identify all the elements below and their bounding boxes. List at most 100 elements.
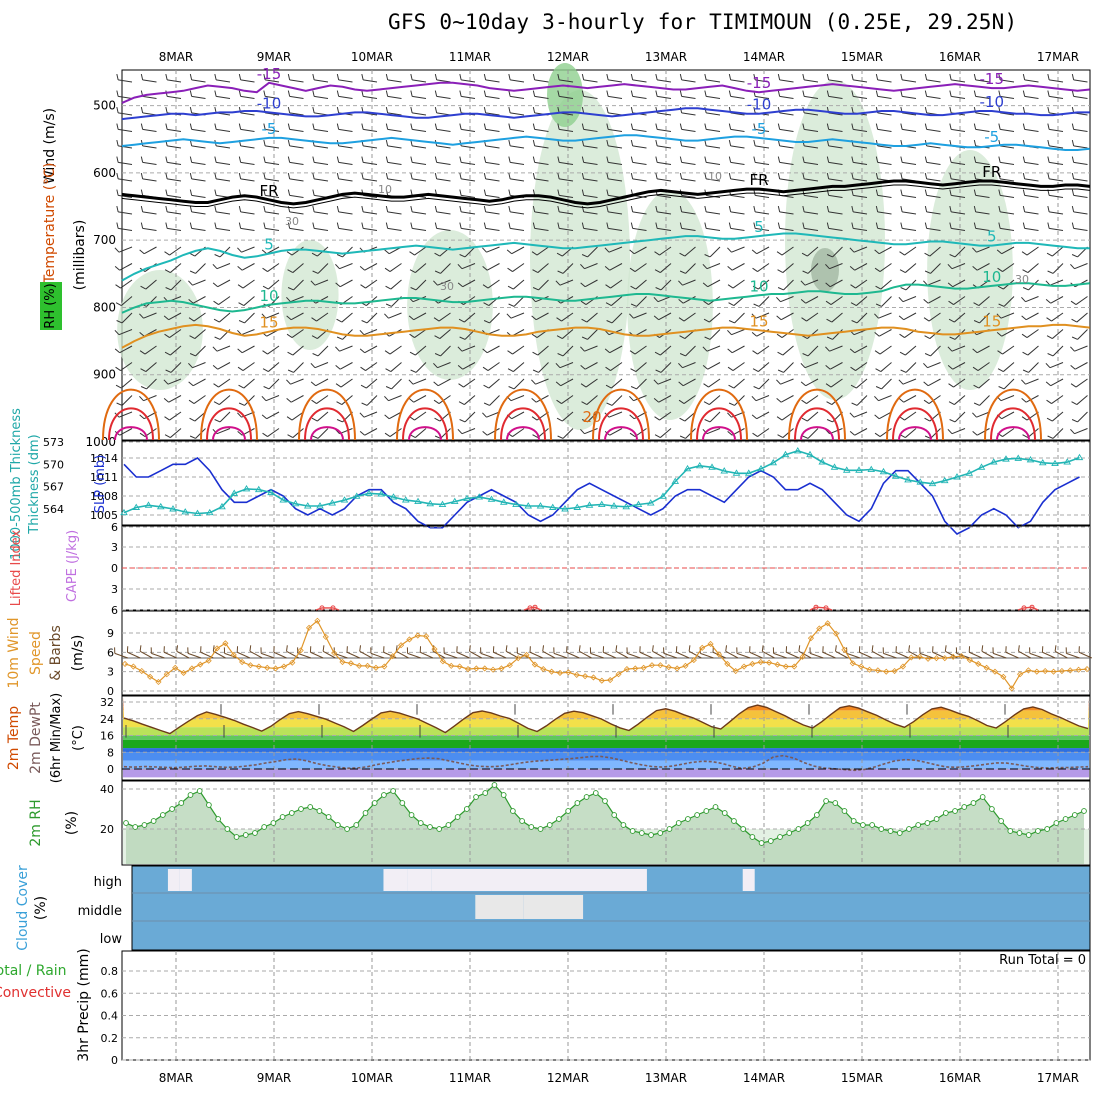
wind-barb	[951, 161, 966, 165]
wind-barb	[440, 428, 451, 439]
wind-barb	[679, 252, 686, 257]
rh-marker	[335, 822, 341, 828]
wind-barb	[825, 383, 832, 388]
wind-barb	[826, 336, 833, 340]
rh-marker	[887, 828, 894, 834]
wind-barb	[998, 386, 1005, 390]
wind-barb	[167, 211, 182, 215]
wind-barb	[461, 263, 476, 270]
wind-barb	[483, 222, 487, 229]
wind-barb	[312, 172, 315, 180]
wind-barb	[534, 95, 549, 99]
rh-marker	[1071, 812, 1078, 818]
wind-barb	[436, 145, 451, 149]
wind-barb	[629, 432, 636, 437]
thickness-marker	[254, 485, 263, 493]
legend-cloud-cover: Cloud Cover	[15, 865, 31, 951]
wind-barb	[755, 161, 770, 165]
wind-barb	[261, 313, 267, 319]
isotherm-label: 15	[259, 314, 278, 332]
wind-barb	[902, 227, 917, 231]
wind-barb	[537, 263, 549, 273]
wind-barb	[163, 651, 178, 659]
wind-barb	[336, 336, 343, 340]
wind-barb	[773, 652, 787, 659]
wind-barb	[557, 222, 560, 229]
wind-barb	[287, 351, 294, 356]
wind-barb	[627, 652, 641, 659]
wind-barb	[779, 161, 794, 165]
thickness-marker	[316, 502, 324, 509]
isotherm-25	[402, 407, 448, 441]
wind-speed-marker	[958, 653, 965, 660]
wind-barb	[534, 227, 549, 231]
wind-barb	[241, 246, 255, 253]
wind-barb	[413, 395, 427, 403]
wind-barb	[877, 161, 892, 165]
wind-barb	[535, 395, 549, 403]
wind-speed-marker	[883, 668, 890, 675]
wind-barb	[804, 161, 819, 165]
rh-marker	[620, 822, 627, 828]
wind-barb	[777, 269, 784, 274]
wind-barb	[410, 106, 413, 114]
wind-barb	[679, 73, 683, 81]
wind-barb	[581, 123, 585, 130]
wind-barb	[385, 285, 392, 290]
wind-barb	[314, 95, 329, 99]
wind-barb	[1050, 378, 1064, 387]
wind-barb	[384, 249, 390, 255]
wind-barb	[579, 650, 592, 659]
wind-barb	[289, 112, 304, 116]
wind-barb	[311, 317, 317, 322]
wind-barb	[804, 227, 819, 231]
wind-barb	[606, 73, 609, 81]
wind-barb	[753, 156, 756, 163]
wind-barb	[1071, 189, 1075, 196]
wind-barb	[556, 252, 563, 257]
wind-barb	[287, 73, 291, 81]
wind-barb	[361, 222, 364, 229]
wind-barb	[385, 139, 389, 147]
y-tick-label: 1000	[85, 435, 116, 449]
wind-barb	[511, 246, 525, 255]
wind-barb	[121, 312, 133, 324]
wind-barb	[681, 227, 696, 231]
wind-barb	[410, 287, 417, 291]
wind-barb	[1027, 263, 1039, 273]
wind-barb	[384, 313, 389, 319]
wind-barb	[114, 266, 121, 271]
isotherm-label: 15	[982, 312, 1001, 330]
wind-barb	[975, 112, 990, 116]
rh-marker	[565, 808, 572, 814]
wind-speed-marker	[180, 669, 187, 677]
wind-barb	[609, 345, 623, 354]
wind-barb	[879, 263, 892, 272]
wind-barb	[115, 384, 122, 389]
wind-barb	[287, 369, 294, 373]
wind-barb	[385, 73, 389, 81]
isotherm-30	[310, 426, 344, 441]
wind-barb	[706, 79, 721, 83]
wind-barb	[727, 247, 732, 253]
rh-marker	[703, 808, 710, 814]
wind-speed-marker	[356, 662, 363, 669]
wind-barb	[1024, 227, 1039, 231]
wind-barb	[953, 378, 966, 388]
wind-barb	[780, 312, 794, 321]
wind-barb	[898, 379, 904, 385]
wind-barb	[660, 263, 672, 273]
wind-barb	[457, 282, 464, 288]
wind-barb	[976, 263, 990, 271]
thickness-marker	[806, 450, 814, 458]
wind-barb	[580, 383, 587, 388]
wind-barb	[850, 384, 857, 389]
wind-barb	[459, 106, 462, 114]
wind-barb	[779, 112, 794, 116]
wind-barb	[216, 161, 231, 165]
wind-barb	[583, 161, 598, 165]
li-tick-label: 6	[111, 521, 118, 534]
wind-barb	[730, 178, 745, 182]
wind-barb	[463, 296, 476, 305]
wind-barb	[437, 279, 451, 286]
